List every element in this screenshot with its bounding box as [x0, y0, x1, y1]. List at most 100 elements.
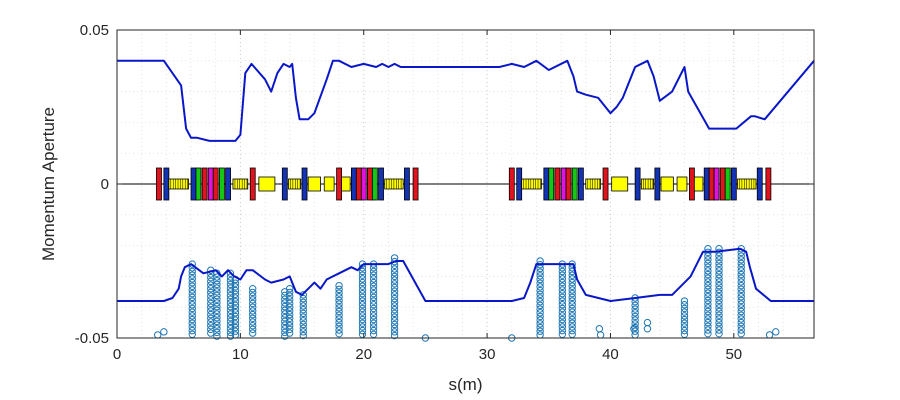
scatter-point: [536, 301, 544, 310]
scatter-point: [715, 259, 723, 268]
scatter-point: [286, 292, 294, 300]
scatter-point: [536, 279, 544, 287]
scatter-point: [188, 323, 196, 331]
lattice-defocusing-quad: [225, 167, 231, 201]
scatter-point: [558, 297, 567, 305]
scatter-point: [715, 304, 723, 312]
scatter-point: [536, 275, 544, 284]
scatter-point: [390, 331, 399, 340]
scatter-point: [704, 300, 712, 308]
scatter-point: [390, 320, 399, 329]
scatter-point: [568, 319, 576, 327]
scatter-point: [369, 315, 378, 324]
scatter-point: [369, 267, 378, 276]
scatter-point: [188, 297, 196, 305]
lattice-focusing-quad: [565, 167, 572, 201]
scatter-point: [390, 265, 399, 273]
scatter-point: [715, 322, 723, 330]
scatter-point: [213, 328, 221, 337]
scatter-point: [715, 263, 723, 271]
scatter-point: [160, 328, 168, 336]
scatter-point: [390, 328, 399, 336]
lattice-sextupole-sf: [195, 167, 202, 201]
scatter-point: [286, 314, 294, 322]
scatter-point: [704, 304, 712, 312]
scatter-point: [558, 271, 567, 279]
scatter-point: [335, 322, 343, 330]
scatter-point: [231, 297, 240, 306]
lattice-focusing-quad: [765, 167, 772, 201]
lattice-defocusing-quad: [634, 167, 641, 201]
scatter-point: [188, 304, 196, 313]
scatter-point: [369, 289, 378, 298]
scatter-point: [715, 318, 723, 327]
scatter-point: [248, 321, 257, 330]
scatter-point: [231, 312, 240, 321]
scatter-point: [737, 274, 745, 282]
scatter-point: [358, 275, 367, 283]
scatter-point: [248, 307, 257, 315]
lattice-focusing-quad: [336, 167, 342, 201]
scatter-point: [558, 308, 567, 316]
lattice-defocusing-quad: [378, 167, 384, 201]
scatter-point: [704, 307, 712, 316]
scatter-point: [737, 252, 745, 260]
scatter-point: [715, 278, 723, 286]
scatter-point: [335, 311, 343, 319]
scatter-point: [231, 323, 240, 332]
scatter-point: [568, 323, 576, 331]
scatter-point: [358, 308, 367, 316]
lattice-focusing-quad: [249, 167, 256, 201]
scatter-point: [390, 291, 399, 299]
scatter-point: [536, 264, 544, 273]
positive-aperture-line: [117, 59, 815, 142]
scatter-point: [286, 321, 294, 330]
scatter-point: [369, 278, 378, 287]
lattice-dipole: [258, 176, 276, 192]
lattice-defocusing-quad: [163, 167, 170, 201]
lattice-focusing-quad: [156, 167, 162, 201]
scatter-point: [231, 320, 240, 328]
lattice-focusing-quad: [412, 167, 419, 201]
scatter-point: [213, 313, 221, 322]
scatter-point: [558, 278, 567, 287]
lattice-elements: [156, 167, 772, 201]
scatter-point: [536, 297, 544, 306]
scatter-point: [213, 280, 221, 289]
scatter-point: [737, 256, 745, 264]
scatter-point: [213, 284, 221, 292]
scatter-point: [704, 329, 712, 338]
lattice-defocusing-quad: [756, 167, 763, 201]
scatter-point: [704, 263, 712, 271]
scatter-point: [335, 329, 343, 338]
scatter-point: [704, 315, 712, 323]
scatter-point: [390, 287, 399, 295]
scatter-point: [390, 294, 399, 303]
scatter-point: [558, 323, 567, 331]
scatter-points: [154, 244, 780, 342]
scatter-point: [680, 304, 689, 313]
y-tick-label: 0: [101, 176, 109, 193]
scatter-point: [248, 292, 257, 300]
scatter-point: [286, 296, 294, 304]
x-tick-label: 50: [725, 346, 742, 363]
scatter-point: [630, 325, 638, 333]
scatter-point: [358, 297, 367, 305]
scatter-point: [631, 312, 639, 321]
scatter-point: [335, 285, 343, 294]
lattice-dipole: [341, 176, 351, 192]
lattice-sextupole-sd: [713, 167, 720, 201]
scatter-point: [568, 289, 576, 298]
scatter-point: [213, 325, 221, 333]
x-tick-label: 40: [602, 346, 619, 363]
scatter-point: [358, 301, 367, 309]
scatter-point: [358, 289, 367, 298]
scatter-point: [704, 256, 712, 264]
lattice-defocusing-quad: [730, 167, 737, 201]
scatter-point: [358, 282, 367, 290]
scatter-point: [299, 317, 307, 325]
scatter-point: [772, 328, 780, 336]
scatter-point: [286, 318, 294, 326]
scatter-point: [680, 319, 689, 327]
